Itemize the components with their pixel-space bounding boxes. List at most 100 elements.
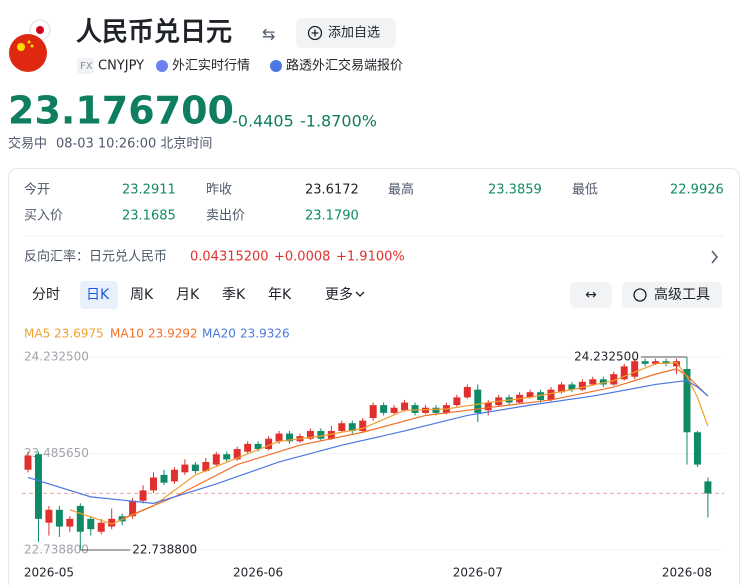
ma-line	[121, 368, 709, 520]
candle-body	[547, 389, 555, 400]
stat-value: 23.3859	[488, 183, 542, 198]
add-icon	[307, 25, 323, 41]
card	[8, 168, 740, 585]
tab[interactable]: 季K	[222, 287, 246, 303]
candle-body	[673, 361, 681, 367]
tab[interactable]: 更多	[325, 286, 353, 303]
candle-body	[24, 455, 32, 470]
candle-body	[484, 402, 492, 411]
legend-name: MA5	[24, 327, 50, 341]
candle-body	[327, 430, 335, 439]
stat-label: 买入价	[24, 209, 63, 224]
annotation-label: 24.232500	[574, 350, 639, 364]
stat-label: 今开	[24, 182, 50, 198]
tab[interactable]: 周K	[130, 287, 154, 303]
y-tick-label: 23.485650	[24, 446, 89, 460]
status: 交易中	[8, 136, 47, 152]
add-icon	[311, 29, 319, 37]
link[interactable]: 路透外汇交易端报价	[286, 58, 403, 74]
ma-line	[27, 379, 709, 504]
candle-body	[66, 518, 74, 527]
candle-body	[369, 405, 377, 419]
candle-body	[223, 454, 231, 460]
symbol: CNYJPY	[98, 59, 144, 74]
candle-body	[170, 469, 178, 482]
candle-body	[359, 420, 367, 431]
stat-label: 最高	[388, 182, 414, 198]
candle-body	[348, 423, 356, 431]
tab-active-bg	[80, 281, 118, 309]
swap-icon[interactable]: ⇆	[262, 25, 275, 44]
candle-body	[76, 505, 84, 532]
candle-body	[662, 361, 670, 364]
tabs: 分时 日K 周K 月K 季K 年K 更多	[32, 286, 365, 303]
expand-button[interactable]	[570, 282, 612, 308]
reverse-label: 反向汇率：日元兑人民币	[24, 249, 167, 265]
stats: 今开 23.2911 昨收 23.6172 最高 23.3859 最低 22.9926 买入价 2…	[24, 182, 724, 224]
candle-body	[160, 474, 168, 483]
change: -0.4405	[232, 112, 294, 131]
tab[interactable]: 分时	[32, 287, 60, 303]
tools-label[interactable]: 高级工具	[654, 286, 710, 303]
time: 08-03 10:26:00 北京时间	[56, 137, 212, 152]
candle-body	[631, 361, 639, 377]
badge: FX	[80, 61, 93, 72]
y-tick-label: 24.232500	[24, 350, 89, 364]
candle-body	[150, 477, 158, 491]
legend-value: 23.6975	[54, 327, 104, 341]
candle-body	[578, 381, 586, 390]
legend-value: 23.9292	[148, 327, 198, 341]
candle-body	[45, 509, 53, 523]
candle-body	[202, 461, 210, 472]
annotation-label: 22.738800	[132, 543, 197, 557]
stat-label: 最低	[572, 183, 598, 198]
candle-body	[87, 518, 95, 530]
candle-body	[537, 392, 545, 400]
candle-body	[181, 464, 189, 473]
candle-body	[599, 379, 607, 385]
expand-icon: ↔	[585, 287, 597, 303]
cn-star	[17, 43, 25, 51]
legend-name: MA20	[202, 327, 236, 341]
title: 人民币兑日元	[76, 18, 232, 48]
candle-body	[652, 361, 660, 364]
candle-body	[191, 464, 199, 472]
candle-body	[641, 361, 649, 364]
chevron[interactable]	[711, 250, 718, 264]
candle-body	[139, 490, 147, 501]
candle-body	[338, 423, 346, 431]
candle-body	[317, 430, 325, 439]
candle-body	[683, 368, 691, 433]
stat-value: 23.6172	[305, 183, 359, 198]
tools-button[interactable]	[622, 282, 722, 308]
add-label[interactable]: 添加自选	[328, 26, 380, 41]
candle-body	[589, 379, 597, 385]
candle-body	[97, 522, 105, 532]
candle-body	[432, 407, 440, 413]
tab[interactable]: 月K	[176, 287, 200, 303]
add-button[interactable]	[296, 18, 396, 48]
candle-body	[286, 433, 293, 442]
candle-body	[244, 443, 252, 452]
change-pct: -1.8700%	[300, 112, 377, 131]
stat-value: 22.9926	[670, 183, 724, 198]
stat-value: 23.2911	[122, 183, 176, 198]
candle-body	[704, 481, 712, 494]
candle-body	[557, 384, 565, 393]
cn-star	[27, 40, 31, 44]
candle-body	[254, 443, 262, 450]
cn-flag	[9, 34, 47, 72]
candle-body	[108, 518, 116, 527]
link-icon	[156, 60, 168, 72]
tab[interactable]: 年K	[268, 287, 292, 303]
x-tick-label: 2026-05	[24, 566, 74, 580]
jp-flag-dot	[36, 26, 44, 34]
candle-body	[55, 509, 63, 527]
x-tick-label: 2026-06	[233, 566, 283, 580]
tools-icon	[633, 288, 647, 302]
candle-body	[693, 432, 701, 465]
candle-body	[275, 433, 283, 442]
link[interactable]: 外汇实时行情	[172, 59, 250, 74]
candle-body	[380, 405, 388, 413]
tab[interactable]: 日K	[86, 287, 110, 303]
